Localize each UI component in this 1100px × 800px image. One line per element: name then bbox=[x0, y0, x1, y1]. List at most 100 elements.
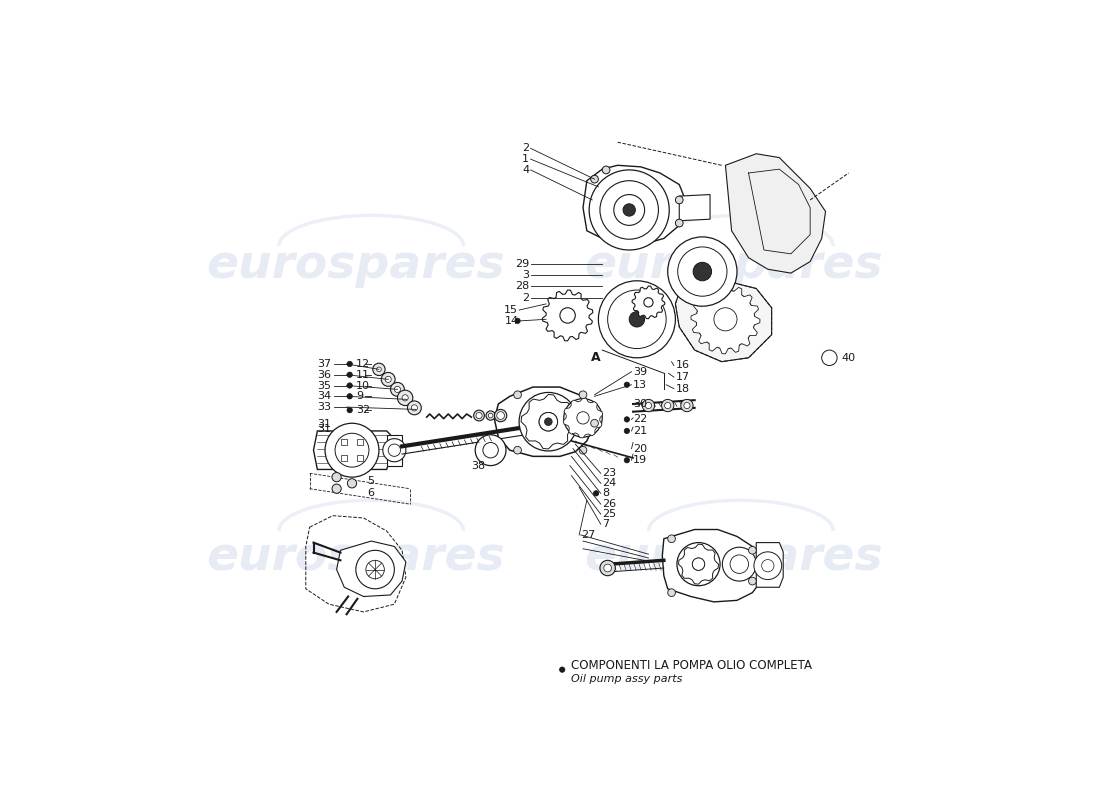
Circle shape bbox=[696, 290, 755, 349]
Circle shape bbox=[604, 564, 612, 572]
Text: 32: 32 bbox=[356, 405, 370, 415]
Text: 24: 24 bbox=[603, 478, 616, 488]
Circle shape bbox=[476, 413, 482, 418]
Text: eurospares: eurospares bbox=[207, 535, 505, 581]
Circle shape bbox=[579, 391, 587, 398]
Circle shape bbox=[822, 350, 837, 366]
Circle shape bbox=[623, 204, 636, 216]
Polygon shape bbox=[691, 285, 760, 354]
Circle shape bbox=[390, 382, 405, 396]
Text: 10: 10 bbox=[356, 381, 370, 390]
Text: 14: 14 bbox=[505, 316, 519, 326]
Circle shape bbox=[407, 401, 421, 414]
Circle shape bbox=[593, 490, 598, 496]
Circle shape bbox=[675, 196, 683, 204]
Circle shape bbox=[723, 547, 757, 581]
Circle shape bbox=[642, 399, 654, 412]
Text: 34: 34 bbox=[317, 391, 331, 402]
Circle shape bbox=[486, 411, 495, 420]
Circle shape bbox=[383, 438, 406, 462]
Text: 8: 8 bbox=[603, 488, 609, 498]
Text: 25: 25 bbox=[603, 509, 616, 519]
Text: 40: 40 bbox=[842, 353, 855, 363]
Circle shape bbox=[474, 410, 484, 421]
Text: 18: 18 bbox=[675, 384, 690, 394]
Circle shape bbox=[748, 546, 757, 554]
Circle shape bbox=[326, 423, 378, 477]
Polygon shape bbox=[726, 154, 825, 273]
Text: 1: 1 bbox=[522, 154, 529, 164]
Polygon shape bbox=[314, 431, 395, 470]
Circle shape bbox=[514, 391, 521, 398]
Circle shape bbox=[388, 444, 400, 456]
Circle shape bbox=[678, 247, 727, 296]
Polygon shape bbox=[337, 541, 406, 597]
Circle shape bbox=[373, 363, 385, 375]
Circle shape bbox=[519, 393, 578, 451]
FancyBboxPatch shape bbox=[358, 439, 363, 445]
FancyBboxPatch shape bbox=[341, 455, 346, 462]
Circle shape bbox=[629, 311, 645, 327]
Circle shape bbox=[346, 394, 352, 399]
Circle shape bbox=[692, 558, 705, 570]
Text: 17: 17 bbox=[675, 372, 690, 382]
Circle shape bbox=[761, 559, 774, 572]
Circle shape bbox=[560, 667, 565, 672]
Text: 38: 38 bbox=[472, 461, 485, 470]
Text: 23: 23 bbox=[603, 468, 616, 478]
Circle shape bbox=[730, 555, 749, 574]
Circle shape bbox=[675, 219, 683, 227]
Circle shape bbox=[600, 560, 615, 576]
Circle shape bbox=[644, 298, 653, 307]
Polygon shape bbox=[542, 290, 593, 341]
Circle shape bbox=[376, 367, 382, 372]
Circle shape bbox=[754, 552, 782, 579]
Polygon shape bbox=[563, 398, 603, 438]
Text: 31: 31 bbox=[317, 424, 331, 434]
Circle shape bbox=[539, 413, 558, 431]
Circle shape bbox=[346, 407, 352, 413]
Circle shape bbox=[591, 175, 598, 183]
Circle shape bbox=[708, 302, 742, 336]
Text: 31: 31 bbox=[317, 419, 331, 429]
Circle shape bbox=[579, 446, 587, 454]
Text: 39: 39 bbox=[634, 366, 647, 377]
Text: 6: 6 bbox=[367, 487, 374, 498]
Text: 9: 9 bbox=[356, 391, 363, 402]
Circle shape bbox=[385, 376, 392, 382]
Text: 37: 37 bbox=[317, 359, 331, 369]
Text: eurospares: eurospares bbox=[584, 535, 882, 581]
Text: 29: 29 bbox=[515, 259, 529, 269]
Circle shape bbox=[366, 560, 384, 578]
Circle shape bbox=[475, 435, 506, 466]
Text: 22: 22 bbox=[634, 414, 647, 424]
Text: 26: 26 bbox=[603, 499, 616, 509]
Text: 36: 36 bbox=[317, 370, 331, 380]
Circle shape bbox=[684, 402, 690, 409]
Text: 11: 11 bbox=[356, 370, 370, 380]
Circle shape bbox=[346, 362, 352, 366]
Text: 7: 7 bbox=[603, 519, 609, 529]
Text: 30: 30 bbox=[634, 399, 647, 409]
Text: 28: 28 bbox=[515, 281, 529, 291]
Circle shape bbox=[495, 410, 507, 422]
Text: 33: 33 bbox=[317, 402, 331, 412]
Circle shape bbox=[544, 418, 552, 426]
FancyBboxPatch shape bbox=[341, 439, 346, 445]
Circle shape bbox=[624, 428, 629, 434]
Circle shape bbox=[614, 194, 645, 226]
Circle shape bbox=[488, 414, 493, 418]
Circle shape bbox=[382, 373, 395, 386]
Circle shape bbox=[497, 412, 505, 419]
Polygon shape bbox=[662, 530, 763, 602]
Text: 15: 15 bbox=[504, 305, 517, 315]
Circle shape bbox=[332, 473, 341, 482]
Circle shape bbox=[624, 458, 629, 463]
Circle shape bbox=[515, 318, 520, 323]
Polygon shape bbox=[521, 394, 575, 449]
Circle shape bbox=[348, 478, 356, 488]
Circle shape bbox=[483, 442, 498, 458]
Text: Oil pump assy parts: Oil pump assy parts bbox=[572, 674, 683, 684]
Circle shape bbox=[560, 308, 575, 323]
Polygon shape bbox=[583, 166, 686, 244]
